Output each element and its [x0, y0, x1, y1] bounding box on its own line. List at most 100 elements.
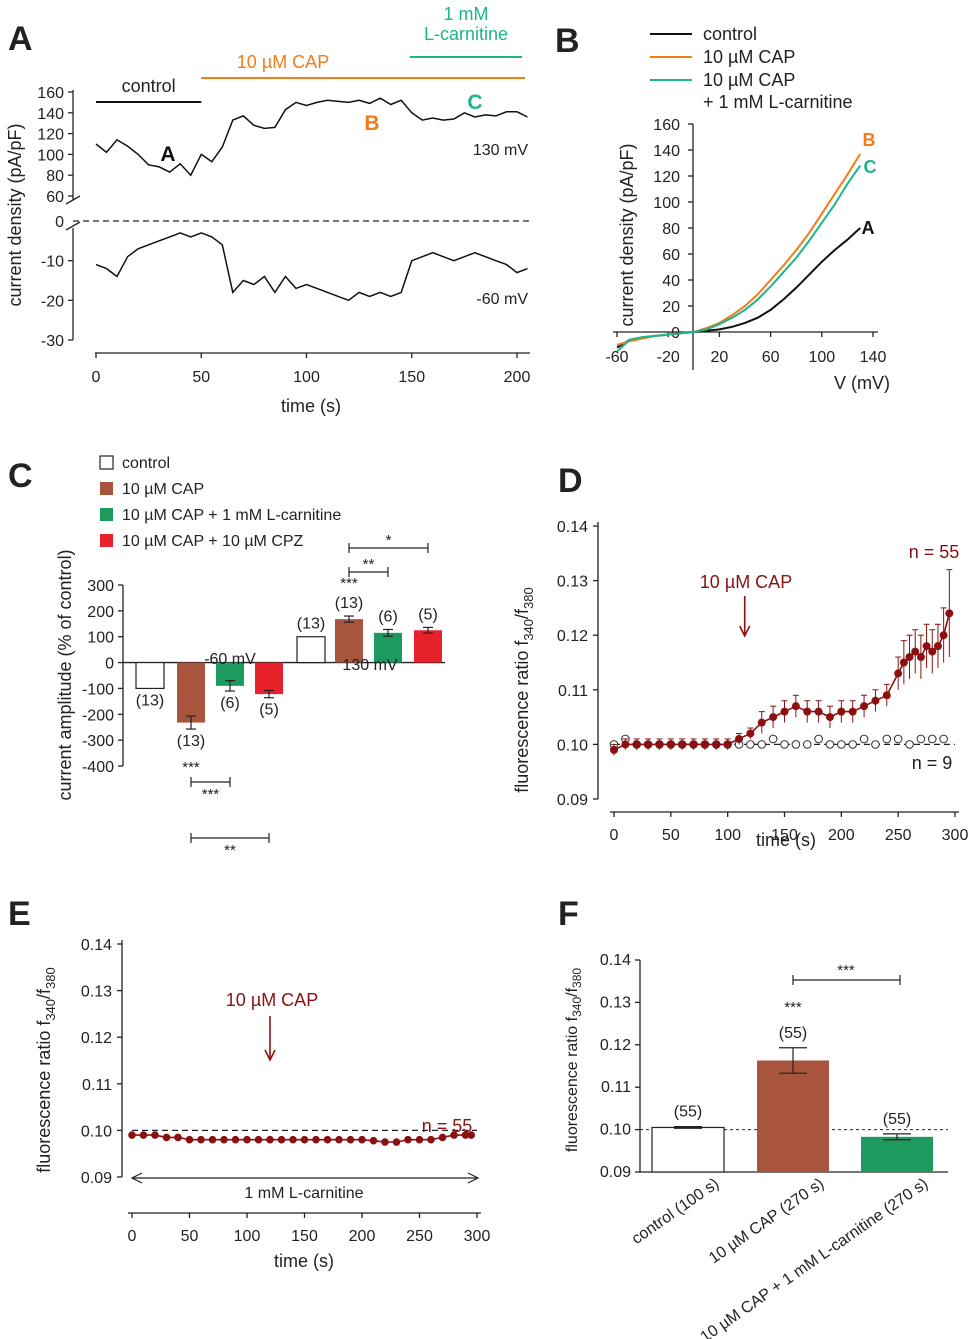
panel-c-legend-control: control — [122, 455, 170, 472]
panel-e-arrow-head — [264, 1049, 276, 1062]
panel-d-cap-point — [916, 653, 925, 662]
panel-c-legend-swatch-control — [99, 455, 114, 470]
panel-c-bar — [177, 662, 205, 723]
panel-d-control-point — [939, 734, 948, 744]
panel-f-n-label: (55) — [883, 1111, 911, 1128]
panel-d-ytick-label: 0.09 — [557, 792, 588, 809]
panel-e-point — [289, 1135, 297, 1144]
panel-d-cap-point — [689, 740, 698, 749]
panel-a-point-label: B — [364, 112, 379, 135]
panel-b-xlabel: V (mV) — [834, 373, 890, 393]
panel-f-bracket-stars: *** — [837, 962, 855, 979]
panel-e-point — [415, 1135, 424, 1144]
panel-d-cap-point — [814, 707, 823, 716]
panel-a-point-label: A — [160, 143, 175, 166]
panel-b-curve-c — [616, 165, 862, 353]
panel-e-point — [461, 1131, 470, 1139]
panel-c-ytick-label: -300 — [82, 733, 114, 750]
panel-a-xlabel: time (s) — [281, 396, 341, 416]
panel-e-xtick-label: 100 — [234, 1228, 261, 1245]
panel-d-cap-point — [723, 740, 732, 749]
panel-b-end-label: C — [864, 157, 877, 177]
panel-f-bar — [651, 1126, 725, 1173]
panel-d-control-point — [768, 734, 778, 744]
panel-a-ylabel: current density (pA/pF) — [5, 123, 25, 306]
panel-e-ytick-label: 0.11 — [82, 1077, 112, 1094]
panel-f-stars: *** — [784, 999, 802, 1016]
panel-a-trace-60mv — [95, 232, 528, 302]
panel-d-cap-point — [905, 653, 914, 662]
panel-f-ytick-label: 0.14 — [600, 952, 631, 969]
panel-d-control-point — [837, 740, 846, 749]
panel-d-arrow-head — [739, 625, 751, 638]
panel-a-lcarnitine-label: 1 mM — [444, 4, 489, 24]
panel-e-point — [254, 1135, 263, 1144]
panel-a-ytick-label: 140 — [37, 106, 64, 123]
panel-e-point — [220, 1135, 228, 1144]
panel-e-point — [162, 1133, 171, 1142]
panel-c-ylabel: current amplitude (% of control) — [55, 549, 75, 800]
panel-e-point — [323, 1135, 332, 1144]
panel-d-cap-point — [735, 734, 744, 743]
panel-e-point — [427, 1135, 435, 1144]
panel-e-xtick-label: 200 — [349, 1228, 376, 1245]
panel-b-xtick-label: 60 — [762, 349, 780, 366]
panel-b-xtick-label: 100 — [808, 349, 835, 366]
panel-c-bar — [135, 661, 165, 690]
panel-c-n-label: (13) — [335, 595, 363, 612]
panel-a-ytick-label: 80 — [46, 168, 64, 185]
panel-c-ytick-label: 0 — [105, 656, 114, 673]
panel-d-cap-point — [848, 707, 857, 716]
panel-b-legend-cap-lc-2: + 1 mM L-carnitine — [703, 92, 853, 112]
panel-b-ytick-label: 20 — [662, 299, 680, 316]
panel-c-n-label: (13) — [297, 616, 325, 633]
panel-f-bar — [861, 1136, 933, 1172]
panel-e-ytick-label: 0.14 — [81, 937, 112, 954]
panel-c-bar — [414, 630, 442, 663]
panel-c-n-label: (13) — [177, 733, 205, 750]
panel-e-point — [151, 1131, 159, 1139]
panel-e-n-label: n = 55 — [422, 1116, 473, 1136]
panel-d-cap-point — [837, 707, 846, 716]
panel-a-point-label: C — [467, 91, 482, 114]
panel-c-ytick-label: 300 — [87, 578, 114, 595]
panel-e-point — [369, 1136, 378, 1145]
panel-c-legend-swatch-cap — [100, 482, 113, 495]
panel-letter-a: A — [8, 20, 33, 58]
panel-e-point — [185, 1135, 194, 1144]
panel-c-bracket-stars: ** — [363, 556, 375, 573]
panel-b-xtick-label: 140 — [860, 349, 887, 366]
panel-e-xtick-label: 300 — [464, 1228, 491, 1245]
panel-c-n-label: (13) — [136, 692, 164, 709]
panel-letter-f: F — [558, 895, 579, 933]
panel-a-ytick-label: -10 — [41, 254, 64, 271]
panel-e-point — [450, 1131, 458, 1139]
panel-d: fluorescence ratio f340/f380 time (s) 0.… — [512, 519, 968, 850]
panel-f-ytick-label: 0.09 — [600, 1164, 631, 1181]
panel-e-point — [467, 1131, 476, 1139]
panel-d-cap-point — [803, 707, 812, 716]
panel-a-xtick-label: 50 — [192, 369, 210, 386]
panel-a-ytick-label: 60 — [46, 189, 64, 206]
panel-f-category-label: 10 µM CAP + 1 mM L-carnitine (270 s) — [698, 1175, 932, 1339]
panel-a-axis-break-lower — [65, 221, 81, 231]
panel-d-cap-point — [678, 740, 687, 749]
panel-c-n-label: (6) — [378, 608, 398, 625]
panel-d-cap-point — [655, 740, 664, 749]
panel-d-cap-point — [922, 642, 931, 651]
panel-e-xtick-label: 250 — [406, 1228, 433, 1245]
panel-c-ytick-label: 200 — [87, 604, 114, 621]
panel-a-ytick-label: 120 — [37, 127, 64, 144]
panel-letter-b: B — [555, 22, 580, 60]
panel-c-bar — [335, 619, 363, 663]
panel-e-xlabel: time (s) — [274, 1251, 334, 1271]
panel-c-bar — [374, 632, 402, 663]
panel-d-xtick-label: 0 — [610, 827, 619, 844]
panel-c-ytick-label: 100 — [87, 630, 114, 647]
panel-b-ytick-label: 120 — [653, 169, 680, 186]
panel-b-xtick-label: -60 — [605, 349, 628, 366]
panel-f-ylabel: fluorescence ratio f340/f380 — [564, 968, 584, 1152]
panel-d-control-point — [893, 734, 903, 744]
panel-e-range-arrow-left — [130, 1172, 143, 1184]
